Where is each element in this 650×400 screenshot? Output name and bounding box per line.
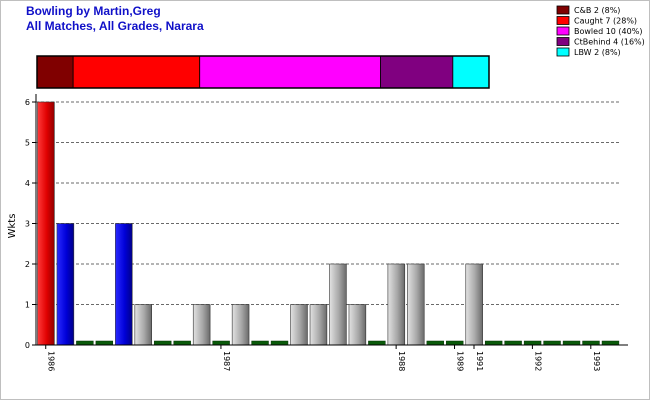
legend-label: LBW 2 (8%) [574, 48, 621, 57]
chart-title: Bowling by Martin,Greg [26, 4, 161, 18]
bar-zero [212, 340, 230, 346]
bar-zero [504, 340, 522, 346]
bar [348, 304, 367, 346]
bar-zero [95, 340, 114, 346]
legend-label: C&B 2 (8%) [574, 6, 620, 15]
bar [37, 101, 55, 346]
bar-zero [484, 340, 503, 346]
bar-zero [601, 340, 620, 346]
bar [134, 304, 152, 346]
bar-zero [76, 340, 94, 346]
dismissal-legend: C&B 2 (8%) Caught 7 (28%)Bowled 10 (40%) C… [556, 5, 645, 57]
x-tick-label: 1992 [533, 351, 542, 371]
x-tick-label: 1986 [47, 351, 56, 371]
y-tick-label: 5 [25, 139, 30, 148]
stacked-segment [452, 55, 490, 89]
bar-zero [368, 340, 386, 346]
y-tick-label: 6 [25, 98, 30, 107]
legend-label: Bowled 10 (40%) [574, 27, 642, 36]
bar [465, 263, 483, 346]
bar [231, 304, 250, 346]
legend-label: Caught 7 (28%) [574, 17, 637, 26]
bar [329, 263, 347, 346]
x-axis: 1986 1987 1988 1989 1991 1992 1993 [36, 344, 628, 371]
x-tick-label: 1991 [475, 351, 484, 371]
bar [407, 263, 425, 346]
bar [56, 223, 75, 346]
stacked-segment [72, 55, 201, 89]
legend-swatch [556, 47, 570, 57]
y-tick-label: 4 [25, 179, 30, 188]
legend-swatch [556, 5, 570, 15]
x-tick-label: 1993 [592, 351, 601, 371]
bar [309, 304, 328, 346]
bar-zero [446, 340, 464, 346]
dismissal-stacked-bar [36, 55, 490, 89]
bar-zero [562, 340, 581, 346]
bar-zero [426, 340, 444, 346]
y-axis: 0 1 2 3 4 5 6 [25, 94, 37, 350]
bar-zero [173, 340, 191, 346]
x-tick-label: 1988 [397, 351, 406, 371]
x-tick-label: 1989 [456, 351, 465, 371]
y-tick-label: 1 [25, 301, 30, 310]
legend-swatch [556, 16, 570, 25]
grid-lines [36, 101, 620, 305]
legend-swatch [556, 37, 570, 46]
stacked-segment [36, 55, 74, 89]
y-axis-label: Wkts [7, 214, 18, 239]
legend-swatch [556, 26, 570, 36]
bar-zero [523, 340, 542, 346]
bar-zero [582, 340, 600, 346]
y-tick-label: 2 [25, 260, 30, 269]
y-tick-label: 3 [25, 220, 30, 229]
stacked-bar-border [36, 55, 490, 89]
y-tick-label: 0 [25, 341, 30, 350]
x-tick-label: 1987 [222, 351, 231, 371]
bar [387, 263, 406, 346]
bar-zero [543, 340, 561, 346]
bar-zero [251, 340, 269, 346]
bar [192, 304, 211, 346]
bar [290, 304, 308, 346]
bar-zero [270, 340, 289, 346]
legend-label: CtBehind 4 (16%) [574, 38, 645, 47]
bar [115, 223, 133, 346]
bar-zero [154, 340, 172, 346]
chart-subtitle: All Matches, All Grades, Narara [26, 19, 204, 33]
stacked-segment [199, 55, 381, 89]
stacked-segment [380, 55, 454, 89]
